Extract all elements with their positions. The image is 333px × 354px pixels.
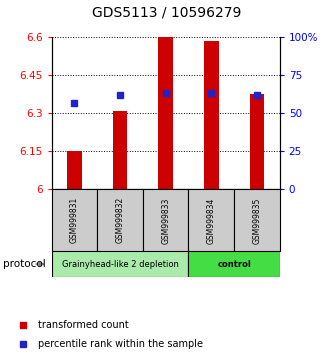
Bar <box>159 37 173 189</box>
Bar <box>188 251 280 277</box>
Text: GSM999835: GSM999835 <box>252 197 261 244</box>
Bar <box>67 151 82 189</box>
Bar <box>52 251 188 277</box>
Bar <box>97 189 143 251</box>
Bar <box>250 94 264 189</box>
Text: GDS5113 / 10596279: GDS5113 / 10596279 <box>92 5 241 19</box>
Bar <box>188 189 234 251</box>
Text: GSM999834: GSM999834 <box>207 197 216 244</box>
Bar <box>52 189 97 251</box>
Text: transformed count: transformed count <box>38 320 129 330</box>
Bar <box>113 111 127 189</box>
Text: Grainyhead-like 2 depletion: Grainyhead-like 2 depletion <box>62 259 178 269</box>
Bar <box>234 189 280 251</box>
Text: GSM999832: GSM999832 <box>116 197 125 244</box>
Text: protocol: protocol <box>3 259 46 269</box>
Text: GSM999833: GSM999833 <box>161 197 170 244</box>
Text: control: control <box>217 259 251 269</box>
Bar <box>204 41 218 189</box>
Bar <box>143 189 188 251</box>
Text: GSM999831: GSM999831 <box>70 197 79 244</box>
Text: percentile rank within the sample: percentile rank within the sample <box>38 339 203 349</box>
